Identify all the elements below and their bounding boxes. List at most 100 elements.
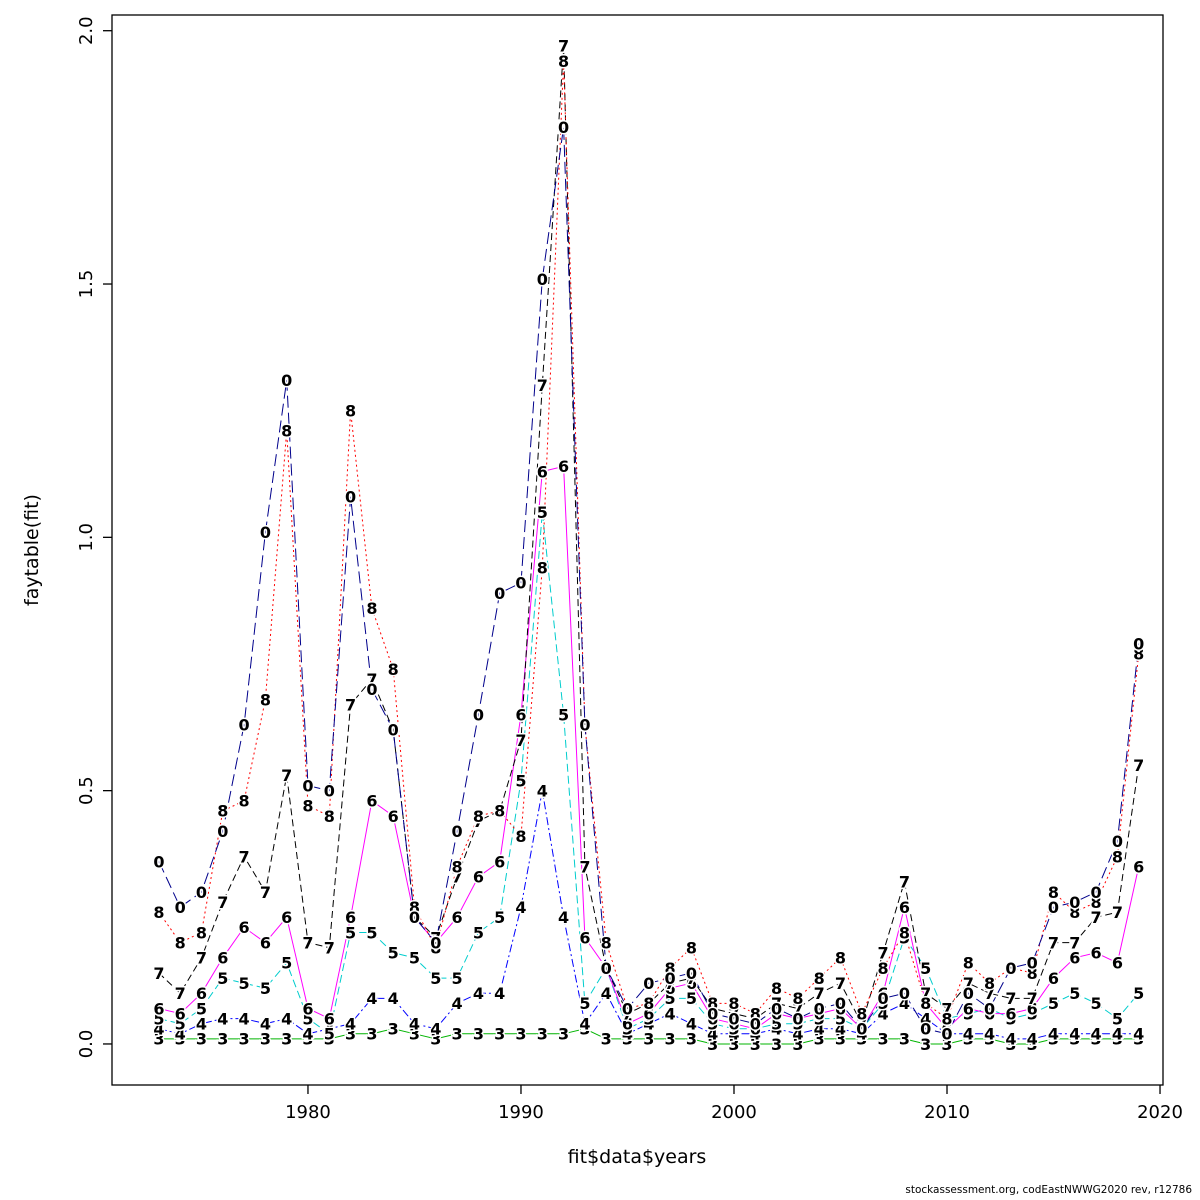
point-glyph-7: 7 — [1048, 933, 1059, 952]
point-glyph-6: 6 — [814, 1004, 825, 1023]
point-glyph-3: 3 — [1069, 1030, 1080, 1049]
point-glyph-5: 5 — [707, 1014, 718, 1033]
point-glyph-8: 8 — [537, 558, 548, 577]
point-glyph-8: 8 — [1069, 903, 1080, 922]
point-glyph-4: 4 — [878, 1004, 889, 1023]
point-glyph-8: 8 — [217, 802, 228, 821]
point-glyph-0: 0 — [750, 1014, 761, 1033]
point-glyph-8: 8 — [324, 807, 335, 826]
point-glyph-6: 6 — [196, 984, 207, 1003]
point-glyph-4: 4 — [1112, 1025, 1123, 1044]
point-glyph-3: 3 — [622, 1030, 633, 1049]
point-glyph-7: 7 — [345, 695, 356, 714]
series-points-3: 3 3 3 3 3 3 3 3 3 3 3 3 3 3 3 3 3 3 3 3 33 3 3 3 3 3 3 3 3 3 3 3 3 3 3 3 3 3 3… — [152, 1018, 1146, 1055]
series-line-group-3 — [158, 1028, 1139, 1045]
point-glyph-5: 5 — [963, 1004, 974, 1023]
point-glyph-7: 7 — [643, 994, 654, 1013]
point-glyph-5: 5 — [1027, 1004, 1038, 1023]
point-glyph-5: 5 — [1112, 1009, 1123, 1028]
point-glyph-5: 5 — [622, 1020, 633, 1039]
point-glyph-7: 7 — [728, 1004, 739, 1023]
point-glyph-5: 5 — [1091, 994, 1102, 1013]
point-glyph-6: 6 — [1048, 969, 1059, 988]
point-glyph-8: 8 — [622, 999, 633, 1018]
point-glyph-3: 3 — [601, 1030, 612, 1049]
point-glyph-7: 7 — [452, 868, 463, 887]
point-glyph-4: 4 — [175, 1025, 186, 1044]
point-glyph-5: 5 — [494, 908, 505, 927]
point-glyph-5: 5 — [366, 923, 377, 942]
point-glyph-8: 8 — [153, 903, 164, 922]
point-glyph-6: 6 — [579, 928, 590, 947]
point-glyph-4: 4 — [665, 1004, 676, 1023]
series-line-group-8 — [158, 61, 1140, 1020]
point-glyph-6: 6 — [430, 933, 441, 952]
series-line-group-6 — [158, 465, 1140, 1030]
point-glyph-6: 6 — [1133, 857, 1144, 876]
point-glyph-0: 0 — [1048, 898, 1059, 917]
point-glyph-4: 4 — [1048, 1025, 1059, 1044]
point-glyph-7: 7 — [366, 670, 377, 689]
point-glyph-7: 7 — [239, 847, 250, 866]
point-glyph-0: 0 — [281, 371, 292, 390]
point-glyph-8: 8 — [707, 994, 718, 1013]
point-glyph-5: 5 — [579, 994, 590, 1013]
point-glyph-3: 3 — [878, 1030, 889, 1049]
point-glyph-3: 3 — [473, 1025, 484, 1044]
point-glyph-0: 0 — [963, 984, 974, 1003]
point-glyph-3: 3 — [1005, 1035, 1016, 1054]
point-glyph-6: 6 — [515, 705, 526, 724]
point-glyph-0: 0 — [984, 999, 995, 1018]
point-glyph-4: 4 — [1027, 1030, 1038, 1049]
point-glyph-3: 3 — [494, 1025, 505, 1044]
point-glyph-0: 0 — [558, 118, 569, 137]
point-glyph-5: 5 — [814, 1009, 825, 1028]
point-glyph-0: 0 — [537, 270, 548, 289]
point-glyph-5: 5 — [558, 705, 569, 724]
footer-credit: stockassessment.org, codEastNWWG2020 rev… — [905, 1184, 1192, 1196]
point-glyph-6: 6 — [537, 462, 548, 481]
point-glyph-0: 0 — [920, 1020, 931, 1039]
point-glyph-5: 5 — [302, 1009, 313, 1028]
point-glyph-0: 0 — [1133, 634, 1144, 653]
point-glyph-4: 4 — [452, 994, 463, 1013]
point-glyph-3: 3 — [792, 1035, 803, 1054]
point-glyph-8: 8 — [686, 938, 697, 957]
point-glyph-3: 3 — [281, 1030, 292, 1049]
point-glyph-3: 3 — [239, 1030, 250, 1049]
point-glyph-7: 7 — [281, 766, 292, 785]
y-tick-label: 0.0 — [76, 1030, 97, 1059]
point-glyph-5: 5 — [1048, 994, 1059, 1013]
point-glyph-4: 4 — [366, 989, 377, 1008]
point-glyph-7: 7 — [537, 376, 548, 395]
point-glyph-6: 6 — [878, 984, 889, 1003]
series-line-0 — [158, 126, 1140, 1035]
point-glyph-4: 4 — [196, 1014, 207, 1033]
point-glyph-0: 0 — [814, 999, 825, 1018]
x-tick-label: 1980 — [285, 1102, 331, 1123]
y-tick-label: 1.5 — [76, 270, 97, 299]
point-glyph-3: 3 — [814, 1030, 825, 1049]
point-glyph-7: 7 — [515, 731, 526, 750]
point-glyph-7: 7 — [324, 938, 335, 957]
point-glyph-0: 0 — [686, 964, 697, 983]
series-line-7 — [158, 45, 1140, 1026]
point-glyph-8: 8 — [345, 401, 356, 420]
point-glyph-5: 5 — [452, 969, 463, 988]
point-glyph-0: 0 — [345, 488, 356, 507]
point-glyph-7: 7 — [750, 1009, 761, 1028]
series-line-4 — [158, 790, 1139, 1040]
point-glyph-4: 4 — [835, 1020, 846, 1039]
point-glyph-4: 4 — [601, 984, 612, 1003]
point-glyph-7: 7 — [196, 949, 207, 968]
point-glyph-4: 4 — [707, 1025, 718, 1044]
point-glyph-4: 4 — [941, 1025, 952, 1044]
point-glyph-3: 3 — [579, 1020, 590, 1039]
point-glyph-6: 6 — [622, 1014, 633, 1033]
point-glyph-3: 3 — [558, 1025, 569, 1044]
point-glyph-5: 5 — [1005, 1009, 1016, 1028]
point-glyph-6: 6 — [345, 908, 356, 927]
point-glyph-3: 3 — [217, 1030, 228, 1049]
